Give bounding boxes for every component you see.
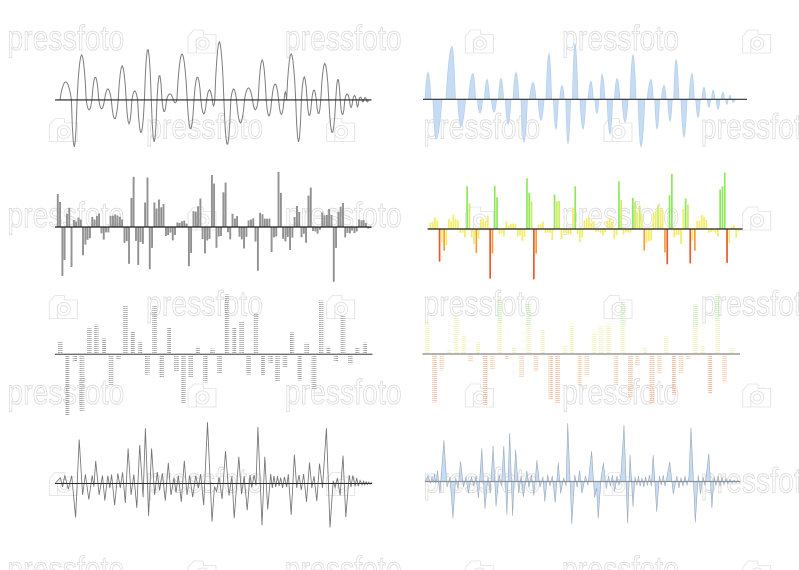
- svg-text:pressfoto: pressfoto: [285, 549, 402, 570]
- svg-text:pressfoto: pressfoto: [701, 106, 799, 146]
- svg-text:pressfoto: pressfoto: [8, 18, 125, 58]
- svg-text:pressfoto: pressfoto: [8, 549, 125, 570]
- svg-text:pressfoto: pressfoto: [8, 195, 125, 235]
- svg-text:pressfoto: pressfoto: [701, 460, 799, 500]
- svg-text:pressfoto: pressfoto: [146, 283, 263, 323]
- svg-text:pressfoto: pressfoto: [285, 372, 402, 412]
- svg-text:pressfoto: pressfoto: [562, 18, 679, 58]
- svg-text:pressfoto: pressfoto: [424, 283, 541, 323]
- svg-text:pressfoto: pressfoto: [285, 18, 402, 58]
- svg-text:pressfoto: pressfoto: [562, 549, 679, 570]
- svg-text:pressfoto: pressfoto: [424, 106, 541, 146]
